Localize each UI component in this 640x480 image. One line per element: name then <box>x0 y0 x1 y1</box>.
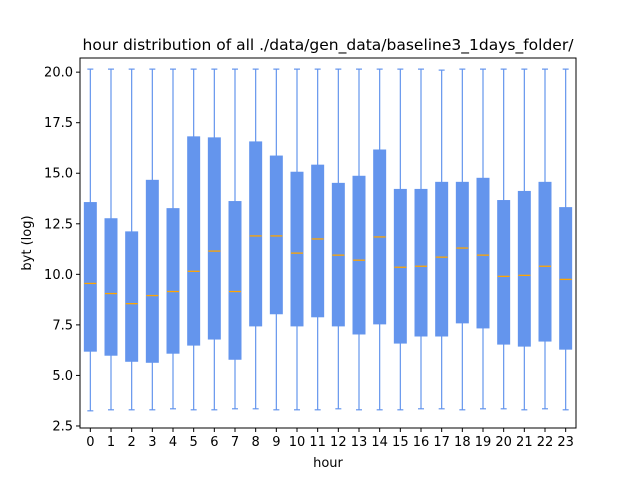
box <box>435 181 449 337</box>
box <box>104 218 118 356</box>
x-tick-label: 10 <box>289 435 306 450</box>
x-axis-label: hour <box>313 456 343 471</box>
box <box>393 188 407 344</box>
box <box>269 155 283 315</box>
x-tick-label: 9 <box>272 435 280 450</box>
x-tick-label: 7 <box>231 435 239 450</box>
x-tick-label: 13 <box>351 435 368 450</box>
box <box>228 201 242 360</box>
x-tick-label: 20 <box>495 435 512 450</box>
x-tick-label: 22 <box>537 435 554 450</box>
x-tick-label: 21 <box>516 435 533 450</box>
box <box>414 188 428 337</box>
box <box>125 231 139 362</box>
box <box>187 136 201 346</box>
x-tick-label: 18 <box>454 435 471 450</box>
box <box>207 137 221 340</box>
y-tick-label: 10.0 <box>44 268 73 283</box>
x-tick-label: 11 <box>309 435 326 450</box>
y-tick-label: 5.0 <box>52 369 73 384</box>
x-tick-label: 0 <box>86 435 94 450</box>
x-tick-label: 5 <box>190 435 198 450</box>
chart-title: hour distribution of all ./data/gen_data… <box>83 36 575 55</box>
x-tick-label: 14 <box>371 435 388 450</box>
box <box>517 190 531 347</box>
box <box>559 207 573 350</box>
box <box>166 208 180 354</box>
y-tick-label: 20.0 <box>44 66 73 81</box>
plot-area: 2.55.07.510.012.515.017.520.00 1 2 3 4 5 6 7 8 9 1… <box>44 57 577 450</box>
box <box>538 181 552 342</box>
y-tick-label: 17.5 <box>44 116 73 131</box>
box <box>311 164 325 318</box>
x-tick-label: 8 <box>252 435 260 450</box>
y-tick-label: 2.5 <box>52 419 73 434</box>
y-axis-label: byt (log) <box>20 215 35 270</box>
x-tick-label: 12 <box>330 435 347 450</box>
y-tick-label: 12.5 <box>44 217 73 232</box>
box <box>83 202 97 352</box>
x-tick-label: 23 <box>557 435 574 450</box>
box <box>249 141 263 327</box>
box <box>290 171 304 327</box>
x-tick-label: 15 <box>392 435 409 450</box>
box <box>455 181 469 324</box>
x-tick-label: 19 <box>475 435 492 450</box>
box <box>145 179 159 363</box>
x-tick-label: 2 <box>128 435 136 450</box>
x-tick-label: 16 <box>413 435 430 450</box>
x-tick-label: 6 <box>210 435 218 450</box>
x-tick-label: 3 <box>148 435 156 450</box>
box <box>352 175 366 335</box>
y-tick-label: 7.5 <box>52 318 73 333</box>
box <box>497 200 511 345</box>
axes-frame <box>79 57 577 429</box>
x-tick-label: 17 <box>433 435 450 450</box>
x-tick-label: 4 <box>169 435 177 450</box>
y-tick-label: 15.0 <box>44 167 73 182</box>
box <box>476 177 490 329</box>
x-tick-label: 1 <box>107 435 115 450</box>
